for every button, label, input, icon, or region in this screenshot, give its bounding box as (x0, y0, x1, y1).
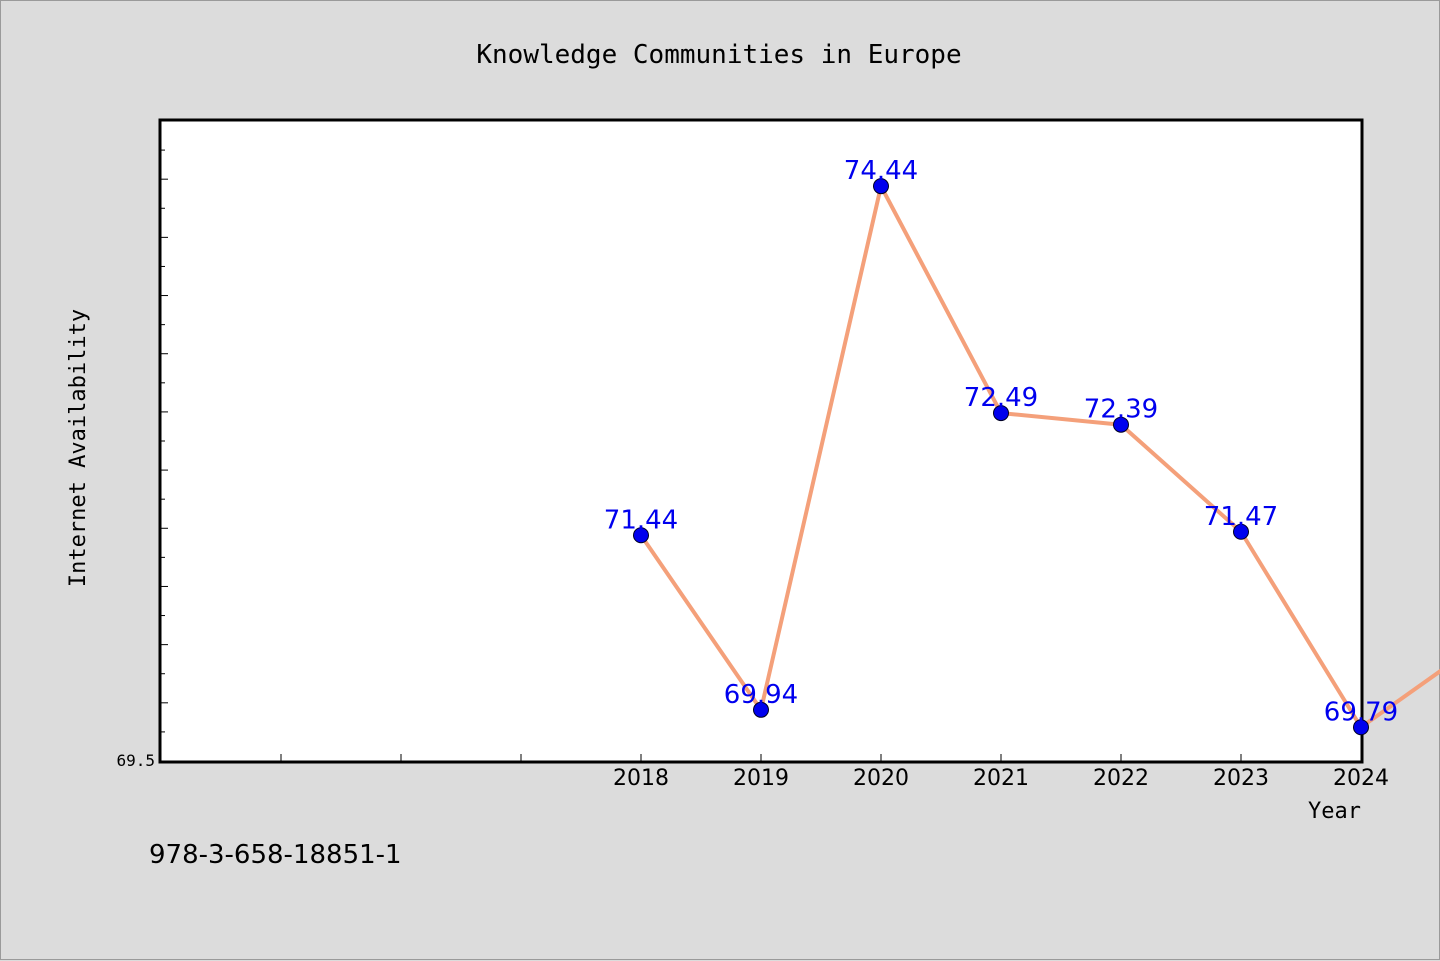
data-label: 69.94 (724, 680, 798, 710)
data-label: 72.39 (1084, 395, 1158, 425)
chart-title: Knowledge Communities in Europe (476, 40, 961, 70)
y-tick-label: 69.5 (116, 751, 155, 770)
x-tick-label: 2020 (853, 766, 909, 791)
y-axis-label: Internet Availability (66, 309, 91, 587)
data-label: 71.44 (604, 505, 678, 535)
x-tick-label: 2018 (613, 766, 669, 791)
plot-area (160, 120, 1362, 762)
data-label: 69.79 (1324, 697, 1398, 727)
data-label: 71.47 (1204, 502, 1278, 532)
x-tick-label: 2022 (1093, 766, 1149, 791)
footer-isbn: 978-3-658-18851-1 (149, 840, 402, 870)
x-tick-label: 2024 (1333, 766, 1389, 791)
data-label: 74.44 (844, 156, 918, 186)
x-tick-label: 2021 (973, 766, 1029, 791)
x-tick-label: 2023 (1213, 766, 1269, 791)
data-label: 72.49 (964, 383, 1038, 413)
x-tick-label: 2019 (733, 766, 789, 791)
x-axis-label: Year (1308, 799, 1361, 824)
